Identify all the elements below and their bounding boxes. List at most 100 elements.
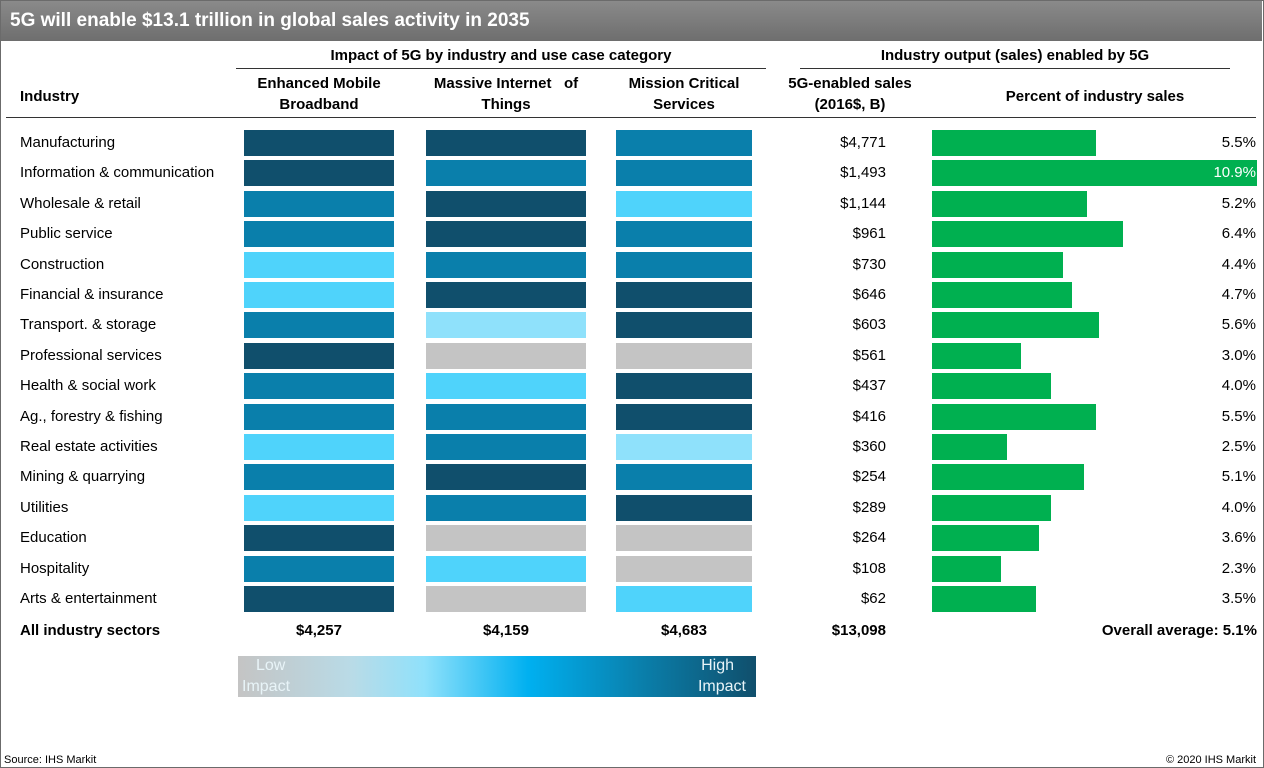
industry-label: Manufacturing [20,134,116,151]
industry-label: Transport. & storage [20,316,157,333]
total-mcs: $4,683 [661,622,707,639]
embb-impact-cell [244,160,394,186]
overall-average: Overall average: 5.1% [1101,622,1257,639]
mcs-impact-cell [616,525,752,551]
industry-label: Information & communication [20,164,215,181]
mcs-header: Mission Critical Services [614,73,754,115]
legend-high-line1: High [701,657,734,674]
percent-bar [932,373,1051,399]
percent-bar [932,252,1063,278]
embb-impact-cell [244,282,394,308]
industry-label: Real estate activities [20,438,158,455]
percent-value: 5.1% [1221,468,1256,485]
industry-header: Industry [20,88,80,105]
embb-impact-cell [244,252,394,278]
embb-impact-cell [244,586,394,612]
miot-header: Massive Internet of Things [420,73,592,115]
miot-header-line2: Things [481,96,531,113]
embb-impact-cell [244,373,394,399]
embb-impact-cell [244,130,394,156]
total-embb: $4,257 [296,622,342,639]
industry-label: Construction [20,256,105,273]
sales-value: $254 [852,468,886,485]
impact-group-header: Impact of 5G by industry and use case ca… [330,47,672,64]
percent-bar [932,495,1051,521]
embb-impact-cell [244,191,394,217]
percent-value: 5.5% [1221,134,1256,151]
percent-bar [932,586,1036,612]
miot-header-line1: Massive Internet of [433,75,579,92]
mcs-impact-cell [616,191,752,217]
legend-high-line2: Impact [697,678,746,695]
sales-header-line2: (2016$, B) [814,96,886,113]
percent-value: 3.0% [1221,347,1256,364]
total-sales: $13,098 [831,622,886,639]
header-rule [6,117,1256,118]
miot-impact-cell [426,312,586,338]
miot-impact-cell [426,252,586,278]
miot-impact-cell [426,434,586,460]
embb-impact-cell [244,221,394,247]
miot-impact-cell [426,586,586,612]
mcs-impact-cell [616,404,752,430]
sales-value: $646 [852,286,886,303]
embb-header-line2: Broadband [279,96,359,113]
industry-label: Arts & entertainment [20,590,157,607]
percent-value: 5.5% [1221,408,1256,425]
percent-value: 4.7% [1221,286,1256,303]
industry-label: Mining & quarrying [20,468,146,485]
sales-value: $360 [852,438,886,455]
percent-bar [932,191,1087,217]
industry-label: Ag., forestry & fishing [20,408,163,425]
percent-value: 6.4% [1221,225,1256,242]
industry-label: Health & social work [20,377,156,394]
mcs-impact-cell [616,556,752,582]
percent-bar [932,464,1084,490]
percent-bar [932,312,1099,338]
sales-value: $730 [852,256,886,273]
miot-impact-cell [426,282,586,308]
mcs-impact-cell [616,434,752,460]
industry-label: Hospitality [20,560,90,577]
percent-bar [932,556,1001,582]
miot-impact-cell [426,495,586,521]
percent-value: 2.3% [1221,560,1256,577]
output-group-header: Industry output (sales) enabled by 5G [880,47,1150,64]
output-group-rule [800,68,1230,69]
legend-low-line2: Impact [242,678,291,695]
miot-impact-cell [426,191,586,217]
mcs-impact-cell [616,160,752,186]
sales-header: 5G-enabled sales (2016$, B) [780,73,920,115]
miot-impact-cell [426,556,586,582]
mcs-impact-cell [616,130,752,156]
sales-header-line1: 5G-enabled sales [788,75,912,92]
embb-impact-cell [244,312,394,338]
percent-value: 4.0% [1221,377,1256,394]
industry-label: Utilities [20,499,69,516]
sales-value: $264 [852,529,886,546]
sales-value: $1,144 [840,195,886,212]
percent-bar [932,404,1096,430]
percent-bar [932,160,1257,186]
miot-impact-cell [426,343,586,369]
percent-header: Percent of industry sales [1005,88,1185,105]
percent-value: 2.5% [1221,438,1256,455]
mcs-impact-cell [616,343,752,369]
total-label: All industry sectors [20,622,161,639]
mcs-header-line1: Mission Critical [628,75,740,92]
miot-impact-cell [426,404,586,430]
sales-value: $437 [852,377,886,394]
embb-impact-cell [244,464,394,490]
embb-header: Enhanced Mobile Broadband [244,73,394,115]
miot-impact-cell [426,525,586,551]
mcs-impact-cell [616,282,752,308]
miot-impact-cell [426,373,586,399]
miot-impact-cell [426,160,586,186]
percent-bar [932,282,1072,308]
percent-bar [932,130,1096,156]
percent-bar [932,434,1007,460]
percent-value: 3.5% [1221,590,1256,607]
percent-value: 4.0% [1221,499,1256,516]
mcs-impact-cell [616,464,752,490]
sales-value: $108 [852,560,886,577]
